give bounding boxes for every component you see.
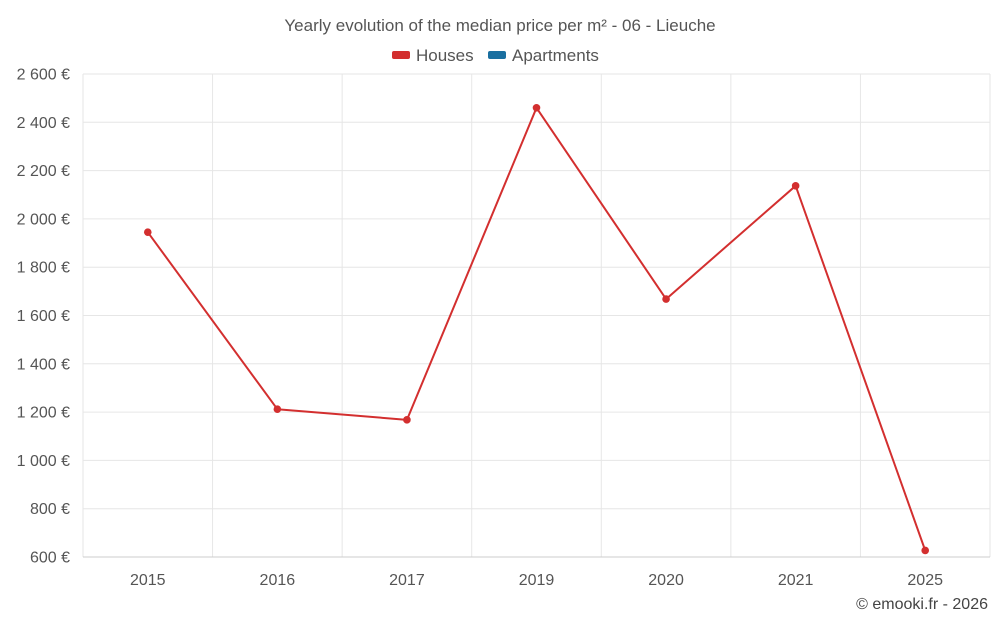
- y-tick-label: 1 600 €: [17, 308, 70, 325]
- x-tick-label: 2020: [648, 572, 684, 589]
- data-point-houses-2020[interactable]: [662, 295, 670, 303]
- y-tick-label: 1 200 €: [17, 405, 70, 422]
- data-point-houses-2016[interactable]: [273, 405, 282, 414]
- x-tick-label: 2025: [907, 572, 943, 589]
- data-point-houses-2025[interactable]: [921, 546, 930, 555]
- legend-swatch-houses: [392, 51, 410, 59]
- series: [143, 104, 930, 555]
- y-axis-ticks: 600 € 800 € 1 000 € 1 200 € 1 400 € 1 600 € 1 …: [17, 67, 70, 567]
- legend-item-apartments[interactable]: Apartments: [488, 46, 599, 65]
- data-point-houses-2017[interactable]: [403, 416, 411, 424]
- y-tick-label: 800 €: [30, 501, 70, 518]
- grid: [82, 73, 991, 557]
- y-tick-label: 1 400 €: [17, 356, 70, 373]
- legend-label-apartments: Apartments: [512, 46, 599, 65]
- data-point-houses-2015[interactable]: [143, 228, 152, 236]
- legend-item-houses[interactable]: Houses: [392, 46, 474, 65]
- y-tick-label: 1 800 €: [17, 260, 70, 277]
- y-tick-label: 2 600 €: [17, 67, 70, 84]
- y-tick-label: 600 €: [30, 550, 70, 567]
- data-point-houses-2019[interactable]: [532, 104, 541, 112]
- x-tick-label: 2016: [260, 572, 296, 589]
- legend: Houses Apartments: [392, 46, 599, 65]
- data-point-houses-2021[interactable]: [791, 182, 800, 190]
- y-tick-label: 2 000 €: [17, 211, 70, 228]
- x-tick-label: 2017: [389, 572, 425, 589]
- legend-label-houses: Houses: [416, 46, 474, 65]
- x-tick-label: 2015: [130, 572, 166, 589]
- credit: © emooki.fr - 2026: [856, 596, 988, 613]
- x-tick-label: 2019: [519, 572, 555, 589]
- chart-title: Yearly evolution of the median price per…: [284, 16, 715, 35]
- x-axis-ticks: 2015 2016 2017 2019 2020 2021 2025: [130, 572, 943, 589]
- y-tick-label: 1 000 €: [17, 453, 70, 470]
- legend-swatch-apartments: [488, 51, 506, 59]
- series-line-houses: [146, 106, 927, 551]
- y-tick-label: 2 200 €: [17, 163, 70, 180]
- x-tick-label: 2021: [778, 572, 814, 589]
- y-tick-label: 2 400 €: [17, 115, 70, 132]
